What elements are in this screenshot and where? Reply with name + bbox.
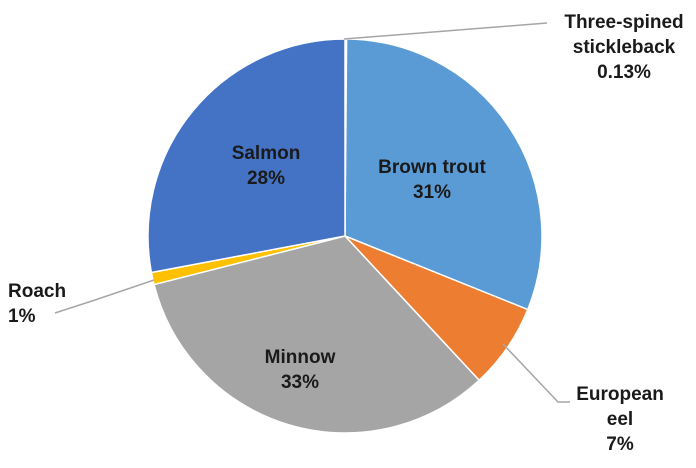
labels-layer: Three-spined stickleback 0.13% Brown trout 3… xyxy=(8,12,684,455)
leader-line-three-spined-stickleback xyxy=(343,22,548,40)
slice-label-line: 33% xyxy=(281,372,319,393)
slice-label-line: 28% xyxy=(247,168,285,189)
pie-slice-salmon xyxy=(147,38,346,274)
slice-label-salmon: Salmon 28% xyxy=(232,143,301,189)
slice-label-line: stickleback xyxy=(573,37,676,58)
slice-label-line: Salmon xyxy=(232,143,301,164)
pie-slice-brown-trout xyxy=(344,38,543,311)
slice-label-line: eel xyxy=(607,409,633,430)
slice-label-line: 1% xyxy=(8,306,36,327)
slice-label-line: Roach xyxy=(8,281,66,302)
slice-label-line: Minnow xyxy=(265,347,336,368)
slice-label-line: 7% xyxy=(606,434,634,455)
slice-label-minnow: Minnow 33% xyxy=(265,347,336,393)
slice-label-roach: Roach 1% xyxy=(8,281,66,327)
slice-label-line: 0.13% xyxy=(597,62,651,83)
slice-label-line: 31% xyxy=(413,182,451,203)
pie-slice-minnow xyxy=(153,235,480,434)
slice-label-brown-trout: Brown trout 31% xyxy=(378,157,486,203)
slice-label-line: Brown trout xyxy=(378,157,486,178)
slices-layer xyxy=(147,38,543,434)
leader-line-roach xyxy=(54,279,155,314)
leader-lines-layer xyxy=(54,22,570,403)
slice-label-three-spined-stickleback: Three-spined stickleback 0.13% xyxy=(564,12,683,83)
slice-label-line: Three-spined xyxy=(564,12,683,33)
slice-label-european-eel: European eel 7% xyxy=(576,384,664,455)
leader-line-european-eel xyxy=(502,343,570,403)
slice-label-line: European xyxy=(576,384,664,405)
